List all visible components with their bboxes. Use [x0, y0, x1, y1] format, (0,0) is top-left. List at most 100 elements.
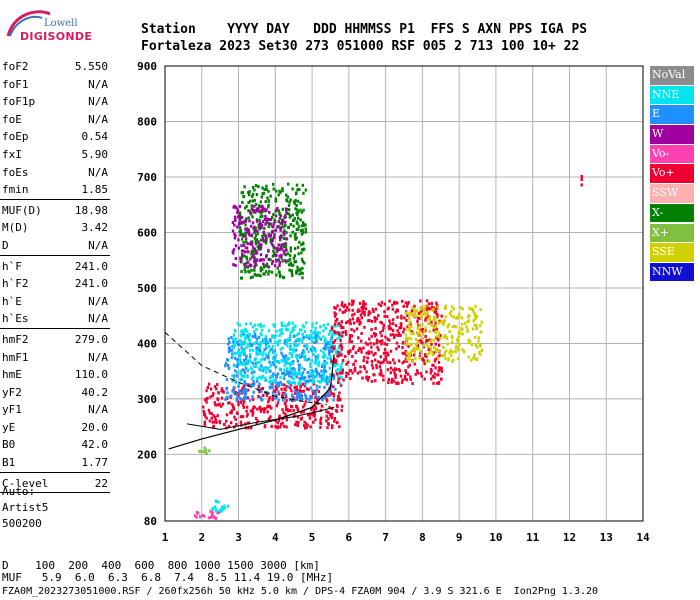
data-point: [324, 369, 328, 373]
data-point: [414, 311, 417, 315]
data-point: [262, 357, 265, 361]
data-point: [457, 348, 460, 352]
data-point: [269, 415, 272, 419]
data-point: [290, 405, 294, 409]
data-point: [247, 383, 250, 387]
data-point: [425, 299, 429, 303]
data-point: [250, 233, 254, 237]
data-point: [371, 366, 375, 370]
data-point: [237, 222, 241, 226]
data-point: [295, 404, 298, 408]
data-point: [295, 220, 298, 224]
data-point: [472, 319, 475, 323]
data-point: [227, 424, 231, 428]
data-point: [384, 335, 387, 339]
data-point: [299, 410, 303, 414]
data-point: [269, 217, 273, 221]
data-point: [314, 389, 317, 393]
data-point: [272, 336, 276, 339]
data-point: [220, 387, 224, 391]
data-point: [467, 355, 470, 359]
data-point: [301, 332, 304, 336]
data-point: [366, 356, 369, 360]
data-point: [283, 341, 287, 345]
data-point: [416, 316, 420, 320]
data-point: [226, 504, 230, 508]
data-point: [270, 382, 273, 386]
data-point: [327, 421, 330, 425]
param-value: N/A: [88, 294, 108, 308]
data-point: [228, 346, 231, 350]
data-point: [201, 514, 205, 517]
data-point: [327, 376, 331, 380]
data-point: [413, 362, 416, 366]
data-point: [261, 353, 264, 357]
data-point: [262, 262, 265, 266]
data-point: [288, 338, 292, 342]
data-point: [263, 348, 266, 352]
data-point: [436, 313, 439, 317]
data-point: [245, 261, 248, 265]
data-point: [300, 377, 303, 380]
data-point: [285, 338, 288, 342]
data-point: [243, 371, 247, 375]
data-point: [334, 387, 337, 391]
data-point: [243, 262, 246, 266]
data-point: [468, 307, 472, 311]
data-point: [236, 322, 239, 326]
data-point: [387, 353, 390, 357]
data-point: [292, 396, 295, 400]
data-point: [300, 251, 303, 255]
data-point: [259, 253, 263, 257]
data-point: [271, 396, 275, 400]
data-point: [251, 343, 254, 347]
data-point: [265, 184, 268, 188]
data-point: [239, 218, 242, 222]
data-point: [304, 383, 307, 386]
data-point: [274, 334, 278, 338]
param-row: yF1 N/A: [0, 401, 110, 419]
data-point: [305, 334, 309, 338]
data-point: [268, 380, 271, 384]
data-point: [250, 243, 254, 247]
data-point: [322, 373, 325, 377]
legend-item: Vo+: [650, 164, 694, 183]
data-point: [272, 213, 275, 216]
data-point: [283, 360, 287, 364]
data-point: [237, 238, 240, 242]
data-point: [244, 270, 247, 274]
data-point: [309, 425, 312, 429]
data-point: [224, 364, 227, 368]
data-point: [406, 358, 409, 361]
data-point: [366, 378, 370, 382]
data-point: [394, 367, 397, 371]
data-point: [241, 403, 245, 407]
data-point: [274, 246, 277, 250]
data-point: [240, 346, 243, 350]
data-point: [438, 366, 441, 369]
data-point: [326, 322, 330, 326]
data-point: [424, 359, 428, 363]
data-point: [295, 228, 299, 231]
data-point: [362, 365, 366, 368]
data-point: [269, 339, 272, 343]
data-point: [364, 341, 367, 345]
data-point: [334, 331, 337, 335]
data-point: [273, 349, 276, 353]
data-point: [313, 330, 317, 334]
data-point: [433, 310, 436, 314]
data-point: [242, 349, 246, 353]
data-point: [398, 326, 401, 330]
data-point: [291, 362, 294, 366]
data-point: [305, 358, 309, 362]
data-point: [235, 422, 238, 426]
data-point: [300, 340, 304, 344]
data-point: [452, 315, 456, 319]
data-point: [346, 350, 350, 354]
data-point: [247, 421, 251, 425]
data-point: [232, 386, 236, 390]
data-point: [475, 357, 478, 361]
data-point: [370, 328, 373, 332]
data-point: [242, 389, 246, 393]
data-point: [300, 328, 303, 332]
